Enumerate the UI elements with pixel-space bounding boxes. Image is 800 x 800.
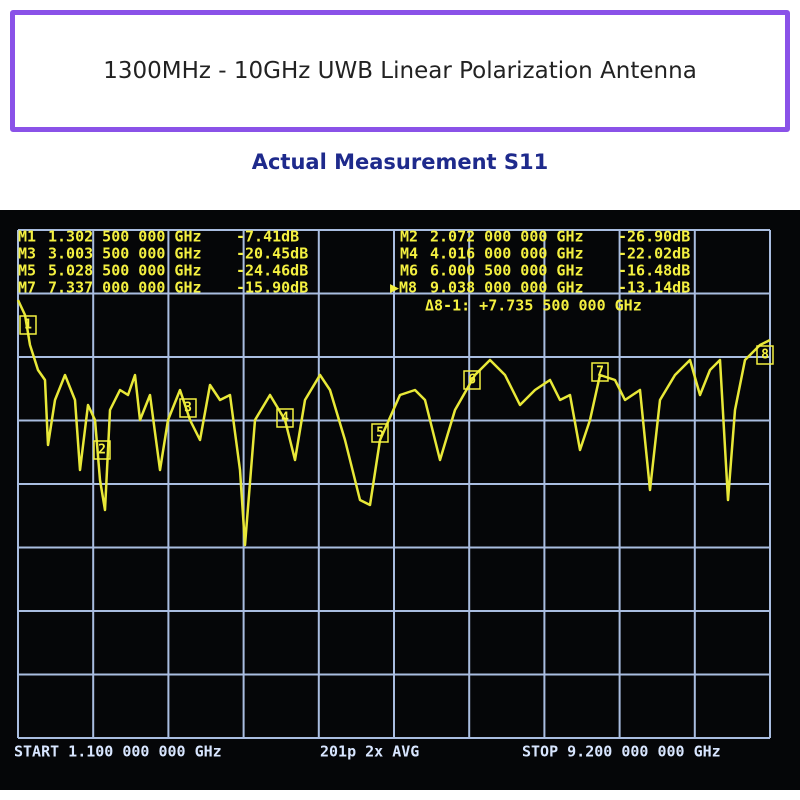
marker-name: M1 bbox=[18, 228, 36, 246]
delta: Δ8-1: +7.735 500 000 GHz bbox=[425, 297, 642, 315]
marker-freq: 7.337 000 000 GHz bbox=[48, 279, 202, 297]
marker-freq: 4.016 000 000 GHz bbox=[430, 245, 584, 263]
marker-tag-box bbox=[179, 398, 197, 418]
marker-tag-box bbox=[276, 408, 294, 428]
marker-tag: 5 bbox=[376, 426, 384, 441]
marker-name: M7 bbox=[18, 279, 36, 297]
marker-value: -22.02dB bbox=[618, 245, 690, 263]
footer-points: 201p 2x AVG bbox=[320, 743, 419, 761]
marker-freq: 3.003 500 000 GHz bbox=[48, 245, 202, 263]
marker-value: -13.14dB bbox=[618, 279, 690, 297]
marker-name: M3 bbox=[18, 245, 36, 263]
marker-tag: 1 bbox=[24, 318, 32, 333]
marker-tag-box bbox=[463, 370, 481, 390]
marker-value: -7.41dB bbox=[236, 228, 299, 246]
marker-tag: 2 bbox=[98, 443, 106, 458]
screen-bg bbox=[0, 210, 800, 790]
marker-tag-box bbox=[371, 423, 389, 443]
screen-texts: M1 1.302 500 000 GHz -7.41dB M3 3.003 500 00… bbox=[14, 228, 774, 761]
marker-freq: 2.072 000 000 GHz bbox=[430, 228, 584, 246]
marker-tag: 6 bbox=[468, 373, 476, 388]
marker-freq: 6.000 500 000 GHz bbox=[430, 262, 584, 280]
marker-freq: 5.028 500 000 GHz bbox=[48, 262, 202, 280]
marker-tag: 4 bbox=[281, 411, 289, 426]
marker-tag: 7 bbox=[596, 365, 604, 380]
grid bbox=[17, 229, 771, 739]
marker-name: M4 bbox=[400, 245, 418, 263]
title: 1300MHz - 10GHz UWB Linear Polarization … bbox=[103, 58, 697, 84]
title-box: 1300MHz - 10GHz UWB Linear Polarization … bbox=[10, 10, 790, 132]
marker-freq: 1.302 500 000 GHz bbox=[48, 228, 202, 246]
marker-tag-box bbox=[591, 362, 609, 382]
marker-value: -16.48dB bbox=[618, 262, 690, 280]
marker-name: ▶M8 bbox=[390, 279, 417, 297]
marker-name: M2 bbox=[400, 228, 418, 246]
footer-start: START 1.100 000 000 GHz bbox=[14, 743, 222, 761]
trace bbox=[16, 299, 771, 547]
marker-name: M6 bbox=[400, 262, 418, 280]
marker-name: M5 bbox=[18, 262, 36, 280]
marker-tag-box bbox=[756, 345, 774, 365]
marker-tag: 3 bbox=[184, 401, 192, 416]
footer-stop: STOP 9.200 000 000 GHz bbox=[522, 743, 721, 761]
marker-tag-box bbox=[19, 315, 37, 335]
marker-value: -24.46dB bbox=[236, 262, 308, 280]
marker-tag-box bbox=[93, 440, 111, 460]
marker-value: -26.90dB bbox=[618, 228, 690, 246]
marker-value: -20.45dB bbox=[236, 245, 308, 263]
marker-tag: 8 bbox=[761, 348, 769, 363]
subtitle: Actual Measurement S11 bbox=[251, 150, 549, 174]
marker-value: -15.90dB bbox=[236, 279, 308, 297]
marker-freq: 9.038 000 000 GHz bbox=[430, 279, 584, 297]
